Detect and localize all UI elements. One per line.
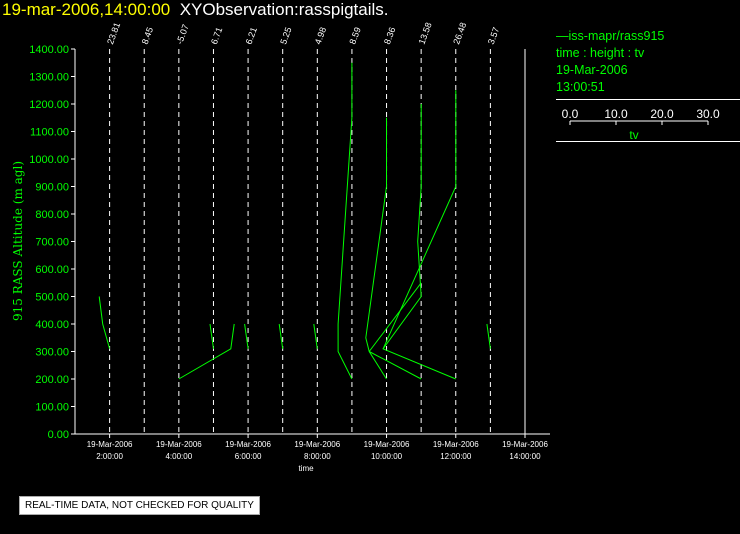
profile-value-label: 5.25	[278, 26, 293, 46]
profile-value-label: 4.98	[313, 26, 328, 46]
x-tick-date: 19-Mar-2006	[225, 440, 271, 449]
trace-line	[365, 117, 387, 380]
profile-value-label: 8.59	[347, 26, 362, 46]
legend-scale-label: tv	[629, 128, 638, 142]
x-tick-time: 14:00:00	[509, 452, 541, 461]
legend-scale-tick-label: 30.0	[696, 107, 720, 121]
y-tick-label: 200.00	[35, 374, 69, 386]
y-tick-label: 300.00	[35, 347, 69, 359]
legend-series-label: —iss-mapr/rass915	[556, 29, 665, 43]
trace-line	[486, 323, 491, 349]
legend-scale-tick-label: 20.0	[650, 107, 674, 121]
y-tick-label: 600.00	[35, 264, 69, 276]
legend-line-1: time : height : tv	[556, 46, 645, 60]
legend-divider-top	[556, 99, 740, 100]
x-tick-time: 6:00:00	[235, 452, 262, 461]
y-tick-label: 1200.00	[29, 99, 69, 111]
profile-value-label: 23.81	[105, 21, 122, 46]
x-axis-label: time	[298, 464, 314, 473]
legend-divider-bottom	[556, 141, 740, 142]
y-tick-label: 1300.00	[29, 72, 69, 84]
x-tick-date: 19-Mar-2006	[433, 440, 479, 449]
title-observation: XYObservation:rasspigtails.	[179, 0, 389, 19]
x-tick-time: 2:00:00	[96, 452, 123, 461]
trace-line	[382, 90, 457, 380]
x-tick-time: 10:00:00	[371, 452, 403, 461]
chart-labels: 0.00 100.00 200.00 300.00 400.00 500.00 600.00…	[11, 21, 548, 473]
trace-line	[98, 296, 111, 349]
chart-axes	[71, 48, 550, 438]
rass-chart: 0.00 100.00 200.00 300.00 400.00 500.00 600.00…	[11, 21, 550, 473]
trace-line	[337, 62, 353, 380]
x-tick-time: 12:00:00	[440, 452, 472, 461]
trace-line	[209, 323, 214, 349]
x-tick-date: 19-Mar-2006	[502, 440, 548, 449]
y-tick-label: 1100.00	[30, 127, 69, 139]
profile-value-label: 6.71	[209, 26, 224, 46]
profile-value-label: -5.07	[174, 23, 190, 46]
legend-line-3: 13:00:51	[556, 80, 605, 94]
profile-value-label: 13.58	[417, 21, 434, 46]
trace-line	[178, 323, 235, 380]
y-tick-label: 800.00	[35, 209, 69, 221]
x-tick-date: 19-Mar-2006	[294, 440, 340, 449]
legend-line-2: 19-Mar-2006	[556, 63, 628, 77]
legend-scale: 0.0 10.0 20.0 30.0 tv	[562, 107, 720, 142]
y-tick-label: 400.00	[35, 319, 69, 331]
quality-note: REAL-TIME DATA, NOT CHECKED FOR QUALITY	[19, 496, 260, 515]
legend-scale-tick-label: 10.0	[604, 107, 628, 121]
y-tick-label: 500.00	[35, 292, 69, 304]
x-tick-time: 4:00:00	[165, 452, 192, 461]
profile-value-label: 8.36	[382, 26, 397, 46]
trace-line	[244, 323, 249, 349]
page-title: 19-mar-2006,14:00:00 XYObservation:rassp…	[2, 0, 389, 20]
trace-line	[382, 104, 422, 350]
profile-lines	[109, 49, 491, 434]
trace-lines	[98, 62, 491, 380]
title-timestamp: 19-mar-2006,14:00:00	[2, 0, 171, 19]
x-tick-time: 8:00:00	[304, 452, 331, 461]
y-axis-label: 915 RASS Altitude (m agl)	[11, 161, 25, 321]
x-tick-date: 19-Mar-2006	[156, 440, 202, 449]
profile-value-label: 6.21	[244, 26, 259, 46]
profile-value-label: 26.48	[451, 21, 468, 46]
y-tick-label: 100.00	[35, 402, 69, 414]
x-tick-date: 19-Mar-2006	[87, 440, 133, 449]
legend-scale-tick-label: 0.0	[562, 107, 579, 121]
y-tick-label: 1000.00	[29, 154, 69, 166]
trace-line	[313, 323, 318, 349]
trace-line	[368, 282, 422, 352]
y-tick-label: 700.00	[35, 237, 69, 249]
x-tick-date: 19-Mar-2006	[364, 440, 410, 449]
trace-line	[368, 351, 422, 380]
trace-line	[278, 323, 284, 349]
y-tick-label: 1400.00	[29, 44, 69, 56]
profile-value-label: 8.45	[140, 26, 155, 46]
profile-value-label: 3.57	[486, 26, 501, 46]
y-tick-label: 900.00	[35, 182, 69, 194]
y-tick-label: 0.00	[48, 429, 69, 441]
legend-panel: —iss-mapr/rass915 time : height : tv 19-…	[556, 28, 740, 142]
